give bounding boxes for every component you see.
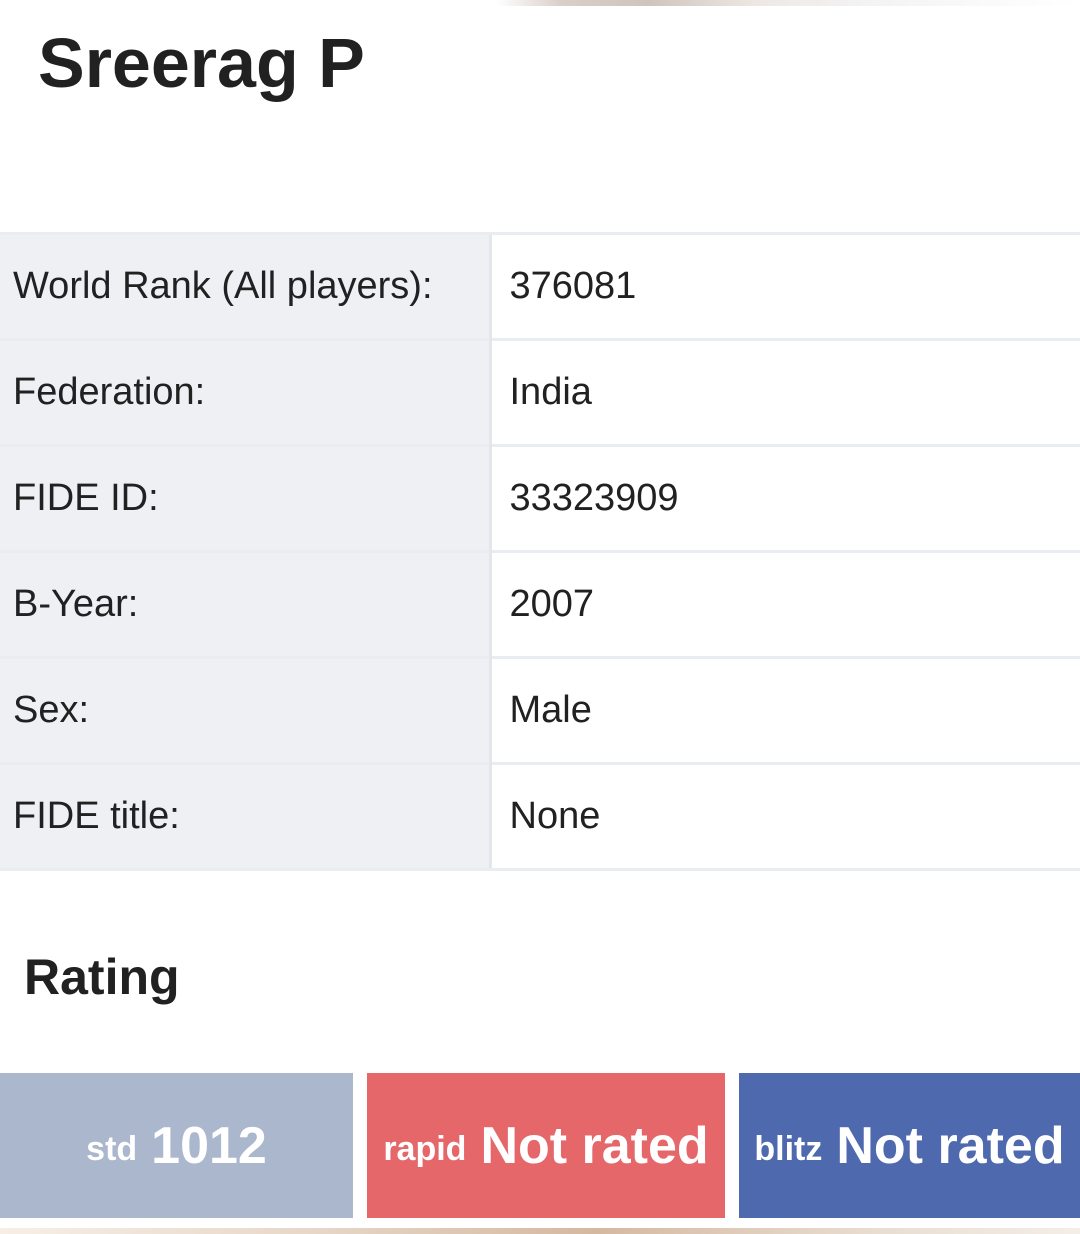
- fide-id-value: 33323909: [488, 444, 1080, 552]
- birth-year-value: 2007: [488, 550, 1080, 658]
- blitz-rating-box[interactable]: blitz Not rated: [739, 1073, 1080, 1218]
- table-row: Sex: Male: [0, 656, 1080, 764]
- blitz-rating-kind: blitz: [754, 1130, 823, 1168]
- sex-label: Sex:: [0, 656, 490, 764]
- world-rank-value: 376081: [488, 232, 1080, 340]
- fide-title-label: FIDE title:: [0, 762, 490, 871]
- blitz-rating-value: Not rated: [836, 1116, 1065, 1175]
- table-row: Federation: India: [0, 338, 1080, 446]
- birth-year-label: B-Year:: [0, 550, 490, 658]
- standard-rating-value: 1012: [151, 1116, 267, 1175]
- player-name: Sreerag P: [38, 24, 365, 102]
- sex-value: Male: [488, 656, 1080, 764]
- standard-rating-box[interactable]: std 1012: [0, 1073, 353, 1218]
- player-info-table: World Rank (All players): 376081 Federat…: [0, 232, 1080, 871]
- rapid-rating-value: Not rated: [480, 1116, 709, 1175]
- bottom-content-edge: [0, 1228, 1080, 1234]
- federation-label: Federation:: [0, 338, 490, 446]
- world-rank-label: World Rank (All players):: [0, 232, 490, 340]
- fide-title-value: None: [488, 762, 1080, 871]
- table-row: World Rank (All players): 376081: [0, 232, 1080, 340]
- table-row: FIDE ID: 33323909: [0, 444, 1080, 552]
- rating-section-title: Rating: [24, 949, 180, 1005]
- standard-rating-kind: std: [86, 1130, 138, 1168]
- rapid-rating-kind: rapid: [383, 1130, 467, 1168]
- fide-id-label: FIDE ID:: [0, 444, 490, 552]
- federation-value: India: [488, 338, 1080, 446]
- profile-photo-edge: [0, 0, 1080, 6]
- table-row: B-Year: 2007: [0, 550, 1080, 658]
- rapid-rating-box[interactable]: rapid Not rated: [367, 1073, 725, 1218]
- table-row: FIDE title: None: [0, 762, 1080, 871]
